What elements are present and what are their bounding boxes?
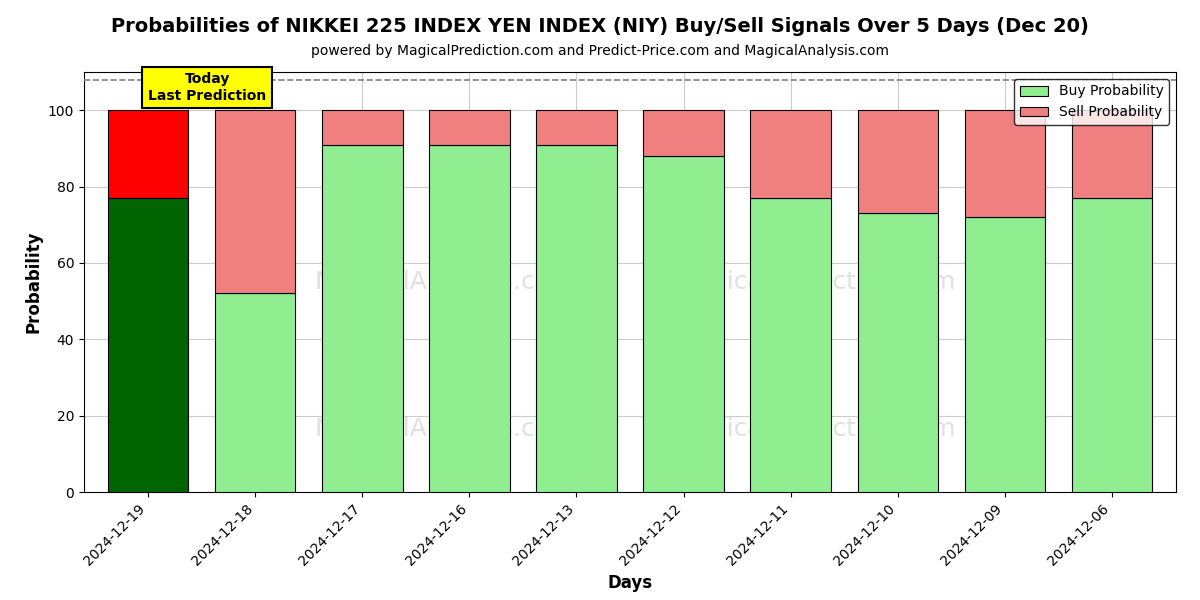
Bar — [536, 110, 617, 145]
Bar — [108, 198, 188, 492]
Bar — [108, 110, 188, 198]
Bar — [215, 110, 295, 293]
Text: MagicalPrediction.com: MagicalPrediction.com — [674, 417, 956, 441]
Bar — [750, 110, 830, 198]
Bar — [430, 145, 510, 492]
Bar — [858, 110, 937, 213]
Text: MagicalPrediction.com: MagicalPrediction.com — [674, 270, 956, 294]
Bar — [323, 110, 402, 145]
Bar — [323, 145, 402, 492]
Bar — [1072, 198, 1152, 492]
Bar — [750, 198, 830, 492]
Y-axis label: Probability: Probability — [24, 231, 42, 333]
Bar — [965, 110, 1045, 217]
Text: Probabilities of NIKKEI 225 INDEX YEN INDEX (NIY) Buy/Sell Signals Over 5 Days (: Probabilities of NIKKEI 225 INDEX YEN IN… — [112, 17, 1088, 37]
Bar — [536, 145, 617, 492]
Bar — [965, 217, 1045, 492]
Bar — [1072, 110, 1152, 198]
Legend: Buy Probability, Sell Probability: Buy Probability, Sell Probability — [1014, 79, 1169, 125]
Text: MagicalAnalysis.com: MagicalAnalysis.com — [314, 270, 575, 294]
Text: MagicalAnalysis.com: MagicalAnalysis.com — [314, 417, 575, 441]
Bar — [643, 110, 724, 156]
Text: powered by MagicalPrediction.com and Predict-Price.com and MagicalAnalysis.com: powered by MagicalPrediction.com and Pre… — [311, 44, 889, 58]
Bar — [430, 110, 510, 145]
Bar — [215, 293, 295, 492]
Text: Today
Last Prediction: Today Last Prediction — [148, 73, 266, 103]
Bar — [643, 156, 724, 492]
Bar — [858, 213, 937, 492]
X-axis label: Days: Days — [607, 574, 653, 592]
